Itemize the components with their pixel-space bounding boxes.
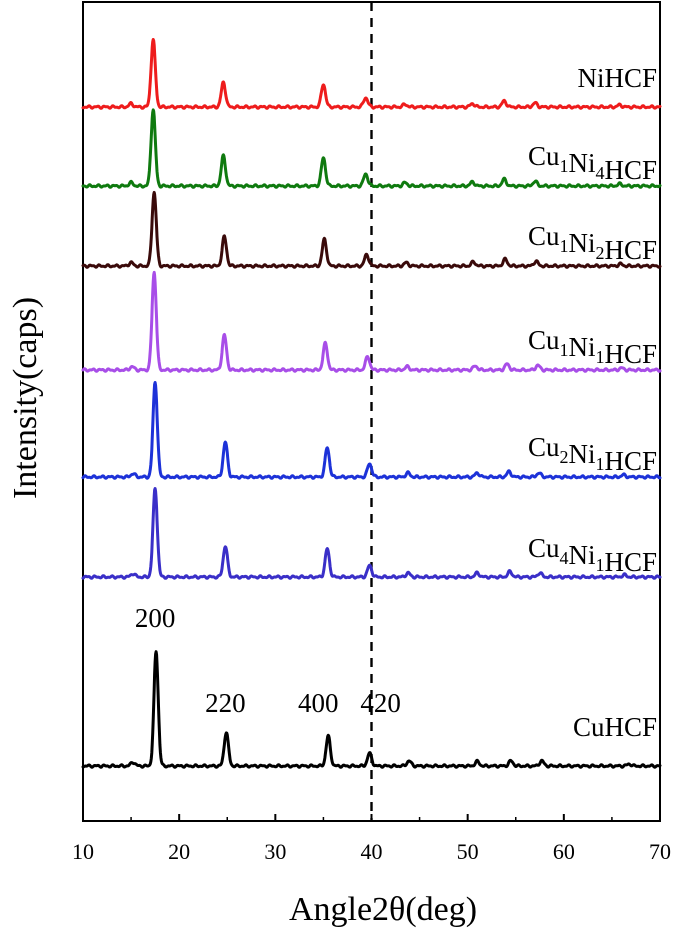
peak-label-400: 400: [298, 688, 339, 718]
x-tick-label: 40: [361, 839, 383, 864]
series-label-Cu1Ni2HCF: Cu1Ni2HCF: [528, 221, 657, 265]
series-label-Cu1Ni1HCF: Cu1Ni1HCF: [528, 325, 657, 369]
x-tick-label: 10: [72, 839, 94, 864]
series-line-Cu1Ni1HCF: [81, 270, 662, 373]
series-labels: NiHCF Cu1Ni4HCF Cu1Ni2HCF Cu1Ni1HCF Cu2Ni1HC…: [528, 63, 657, 742]
x-tick-label: 20: [168, 839, 190, 864]
x-tick-label: 60: [553, 839, 575, 864]
series-line-Cu2Ni1HCF: [81, 381, 662, 480]
peak-label-420: 420: [360, 688, 401, 718]
peak-labels: 200 220 400 420: [135, 603, 401, 718]
x-tick-label: 50: [457, 839, 479, 864]
series-label-Cu1Ni4HCF: Cu1Ni4HCF: [528, 141, 657, 185]
series-line-Cu1Ni2HCF: [81, 190, 662, 269]
series-line-Cu4Ni1HCF: [81, 487, 662, 580]
x-tick-label: 70: [649, 839, 671, 864]
peak-label-220: 220: [205, 688, 246, 718]
series-label-NiHCF: NiHCF: [577, 63, 657, 93]
series-group: [81, 38, 662, 769]
series-line-CuHCF: [81, 650, 662, 769]
peak-label-200: 200: [135, 603, 176, 633]
series-label-CuHCF: CuHCF: [573, 712, 657, 742]
series-label-Cu2Ni1HCF: Cu2Ni1HCF: [528, 432, 657, 476]
y-axis-title: Intensity(caps): [7, 297, 44, 499]
series-label-Cu4Ni1HCF: Cu4Ni1HCF: [528, 533, 657, 577]
x-tick-label: 30: [264, 839, 286, 864]
x-axis-title: Angle2θ(deg): [289, 891, 477, 928]
series-line-NiHCF: [81, 38, 662, 110]
series-line-Cu1Ni4HCF: [81, 108, 662, 189]
